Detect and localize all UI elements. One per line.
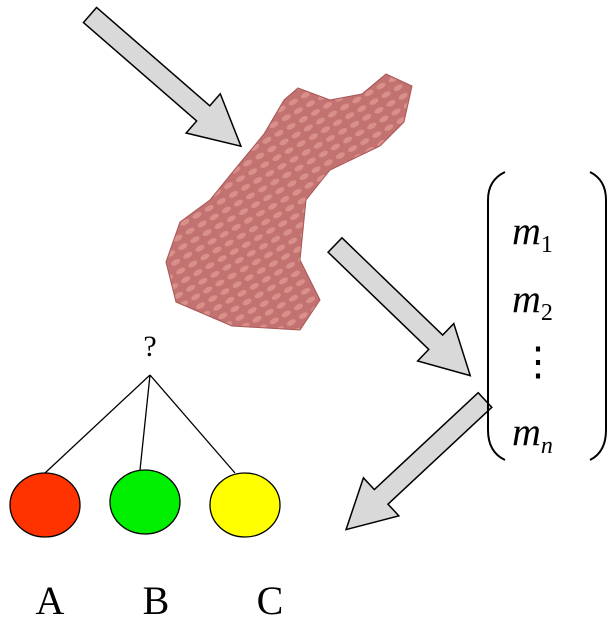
vdots: ⋮ — [518, 339, 558, 384]
class-label: C — [257, 578, 284, 619]
edge — [150, 375, 235, 473]
edge — [140, 375, 150, 470]
arrow — [328, 381, 502, 549]
arrow — [73, 0, 258, 166]
right-bracket — [590, 172, 606, 460]
question: ? — [143, 330, 156, 363]
vector-entry: mn — [512, 409, 553, 459]
symbol: m — [512, 409, 541, 454]
page: {"question": "?", "classes": [{"label": … — [0, 0, 609, 619]
subscript: n — [541, 433, 553, 459]
subscript: 1 — [541, 232, 553, 258]
class-node — [110, 470, 180, 534]
class-node — [210, 473, 280, 537]
vector-entry: m1 — [512, 208, 553, 258]
diagram: m1 m2 ⋮ mn ? A B C — [0, 0, 609, 619]
vector-entry: m2 — [512, 276, 553, 326]
left-bracket — [488, 172, 505, 460]
subscript: 2 — [541, 300, 553, 326]
arrow — [317, 226, 488, 394]
class-label: B — [143, 578, 170, 619]
edge — [45, 375, 150, 473]
symbol: m — [512, 276, 541, 321]
class-label: A — [36, 578, 65, 619]
class-node — [10, 473, 80, 537]
symbol: m — [512, 208, 541, 253]
